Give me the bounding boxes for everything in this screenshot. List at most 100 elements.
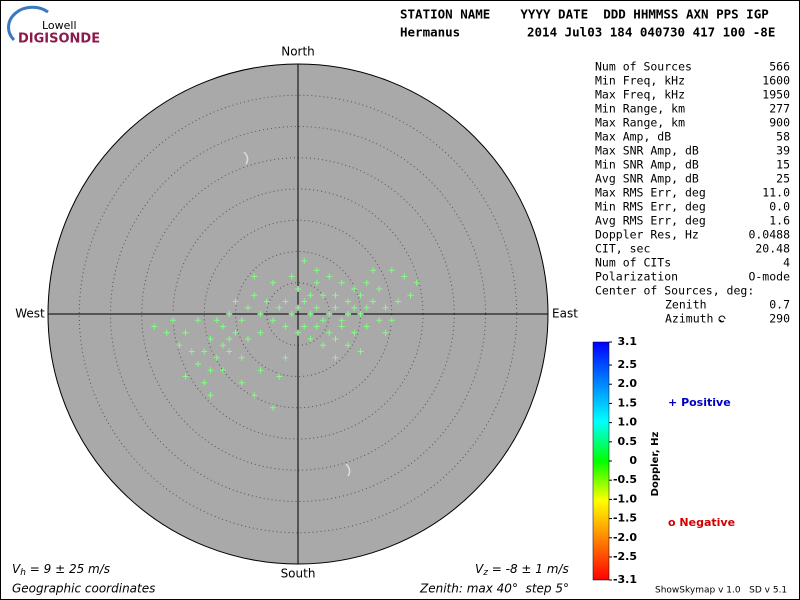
colorbar-tick-label: -2.0 <box>613 531 637 544</box>
source-point <box>263 298 270 305</box>
center-label: Azimuth <box>665 312 713 326</box>
colorbar-tick-label: -1.0 <box>613 492 637 505</box>
stat-value: 25 <box>776 172 790 186</box>
source-point <box>338 323 345 330</box>
artifact <box>345 463 351 477</box>
stat-label: Num of CITs <box>595 256 671 270</box>
source-point <box>220 342 226 349</box>
source-point <box>276 304 283 311</box>
legend-entry: o Negative <box>668 516 735 529</box>
source-point <box>313 323 320 330</box>
source-point <box>188 348 195 355</box>
stat-label: Max Amp, dB <box>595 130 671 144</box>
center-value: 290 <box>769 312 790 326</box>
source-point <box>238 379 245 386</box>
colorbar-label: Doppler, Hz <box>650 432 661 497</box>
source-point <box>338 279 345 286</box>
legend-text: Negative <box>679 516 735 529</box>
value-text: = 9 ± 25 m/s <box>26 562 110 576</box>
legend-symbol: o <box>668 516 676 529</box>
version: ShowSkymap v 1.0 SD v 5.1 <box>655 586 787 596</box>
symbol: V <box>475 562 484 576</box>
stat-label: Max Range, km <box>595 116 685 130</box>
source-point <box>270 279 276 286</box>
source-point <box>226 336 233 342</box>
stat-label: CIT, sec <box>595 242 650 256</box>
source-point <box>363 279 370 286</box>
source-point <box>151 323 158 330</box>
plot <box>47 63 549 565</box>
symbol: V <box>12 562 21 576</box>
stat-label: Num of Sources <box>595 60 692 74</box>
legend-entry: + Positive <box>668 396 731 409</box>
source-point <box>332 304 339 311</box>
colorbar-tick-label: -1.5 <box>613 512 637 525</box>
station: Hermanus <box>400 25 460 40</box>
direction-label: North <box>281 45 315 59</box>
source-point <box>382 304 389 311</box>
stat-label: Max RMS Err, deg <box>595 186 706 200</box>
header-row: 2014 Jul03 184 040730 417 100 -8E <box>527 25 775 40</box>
source-point <box>307 292 314 299</box>
stat-value: 0.0 <box>769 200 790 214</box>
source-point <box>201 379 208 386</box>
source-point <box>363 323 370 330</box>
source-point <box>201 348 208 355</box>
source-point <box>395 298 401 305</box>
source-point <box>182 373 189 380</box>
source-point <box>401 273 408 280</box>
stat-label: Max Freq, kHz <box>595 88 685 102</box>
stat-value: 58 <box>776 130 790 144</box>
zenith-note: Zenith: max 40° step 5° <box>419 582 569 596</box>
stat-label: Avg SNR Amp, dB <box>595 172 699 186</box>
source-point <box>382 329 389 336</box>
source-point <box>413 279 420 286</box>
source-point <box>363 304 370 311</box>
colorbar: 3.1 2.5 2.0 1.5 1.0 0.5 0 -0.5 -1.0 -1.5 -2.0 -2.5 -… <box>592 335 637 586</box>
source-point <box>301 323 308 330</box>
stat-value: 4 <box>783 256 790 270</box>
direction-label: West <box>15 307 45 321</box>
source-point <box>257 311 264 317</box>
source-point <box>307 336 314 342</box>
stat-label: Min Range, km <box>595 102 685 116</box>
source-point <box>345 342 351 349</box>
source-point <box>357 292 364 299</box>
stat-value: O-mode <box>748 270 790 284</box>
source-point <box>351 329 358 336</box>
velocity-z: Vz = -8 ± 1 m/s <box>475 562 569 578</box>
stat-label: Polarization <box>595 270 678 284</box>
source-point <box>226 311 233 317</box>
azimuth-icon <box>718 315 726 323</box>
colorbar-tick-label: -2.5 <box>613 550 637 563</box>
stat-label: Max SNR Amp, dB <box>595 144 699 158</box>
source-point <box>345 298 351 305</box>
header-row: STATION NAME YYYY DATE DDD HHMMSS AXN PP… <box>400 7 769 22</box>
source-point <box>295 286 301 292</box>
stat-value: 1.6 <box>769 214 790 228</box>
source-point <box>407 292 414 299</box>
source-point <box>351 286 358 292</box>
source-point <box>232 298 239 305</box>
source-point <box>288 273 295 280</box>
source-point <box>357 348 364 355</box>
source-point <box>345 311 351 317</box>
stat-label: Doppler Res, Hz <box>595 228 699 242</box>
stat-value: 1600 <box>762 74 790 88</box>
source-point <box>207 392 214 399</box>
source-point <box>245 304 251 311</box>
source-point <box>295 304 301 311</box>
legend-symbol: + <box>668 396 677 409</box>
source-point <box>301 298 308 305</box>
source-point <box>282 298 289 305</box>
subscript: h <box>20 568 26 578</box>
source-point <box>326 311 333 317</box>
source-point <box>313 304 320 311</box>
source-point <box>282 323 289 330</box>
colorbar-fill <box>592 341 610 581</box>
source-point <box>301 257 308 264</box>
direction-label: South <box>281 567 316 581</box>
source-point <box>276 373 283 380</box>
source-point <box>270 317 276 324</box>
artifact <box>243 151 249 165</box>
